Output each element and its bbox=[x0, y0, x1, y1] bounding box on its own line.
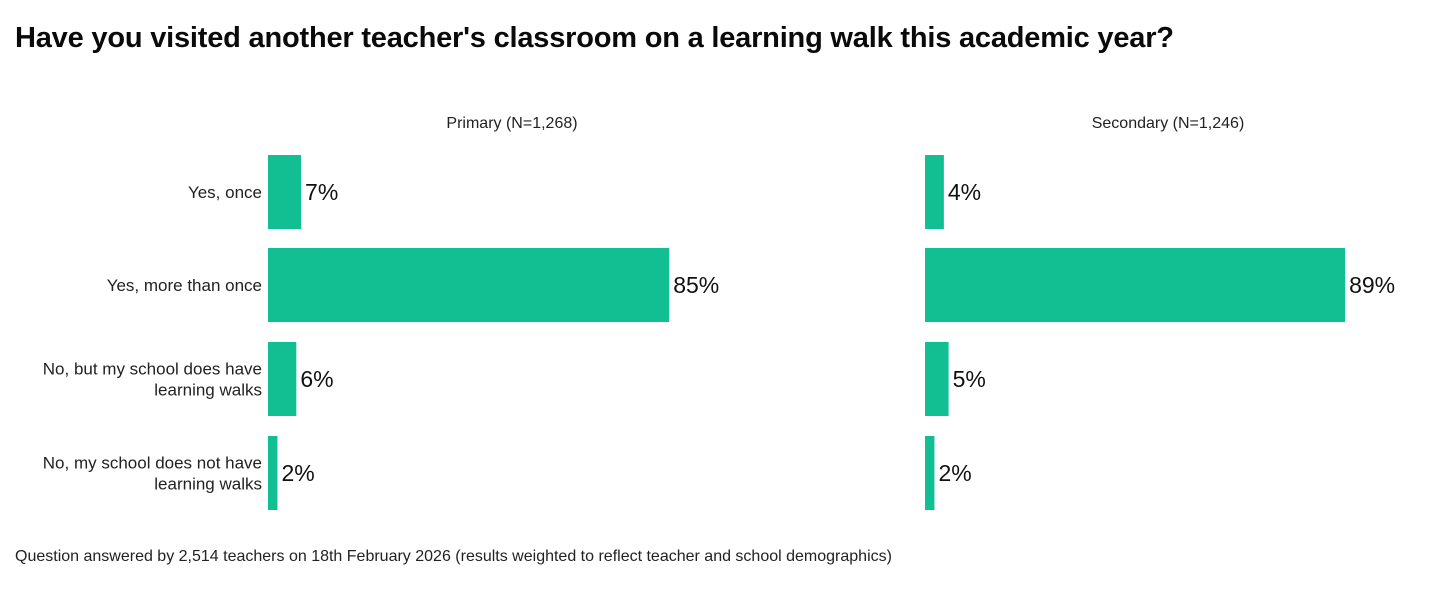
value-label: 5% bbox=[953, 366, 986, 392]
value-label: 4% bbox=[948, 179, 981, 205]
bar bbox=[268, 155, 302, 229]
bar bbox=[925, 342, 949, 416]
category-label: No, my school does not have learning walk… bbox=[43, 454, 262, 494]
category-label: Yes, more than once bbox=[107, 276, 262, 295]
bar bbox=[925, 248, 1346, 322]
value-label: 85% bbox=[673, 272, 719, 298]
chart-title: Have you visited another teacher's class… bbox=[15, 22, 1174, 54]
bar bbox=[268, 436, 278, 510]
panel-title: Secondary (N=1,246) bbox=[1092, 115, 1245, 132]
value-label: 6% bbox=[300, 366, 333, 392]
category-label: No, but my school does have learning walk… bbox=[43, 360, 262, 400]
panel-title: Primary (N=1,268) bbox=[446, 115, 577, 132]
value-label: 2% bbox=[281, 460, 314, 486]
bar bbox=[925, 436, 935, 510]
category-label: Yes, once bbox=[188, 183, 262, 202]
footnote: Question answered by 2,514 teachers on 1… bbox=[15, 548, 892, 565]
chart-panel: Secondary (N=1,246) 4% 89% 5% 2% bbox=[925, 115, 1395, 510]
chart-panel: Primary (N=1,268) 7% 85% 6% 2% bbox=[268, 115, 719, 510]
value-label: 7% bbox=[305, 179, 338, 205]
value-label: 2% bbox=[938, 460, 971, 486]
bar bbox=[268, 342, 297, 416]
value-label: 89% bbox=[1349, 272, 1395, 298]
bar bbox=[925, 155, 944, 229]
bar bbox=[268, 248, 670, 322]
